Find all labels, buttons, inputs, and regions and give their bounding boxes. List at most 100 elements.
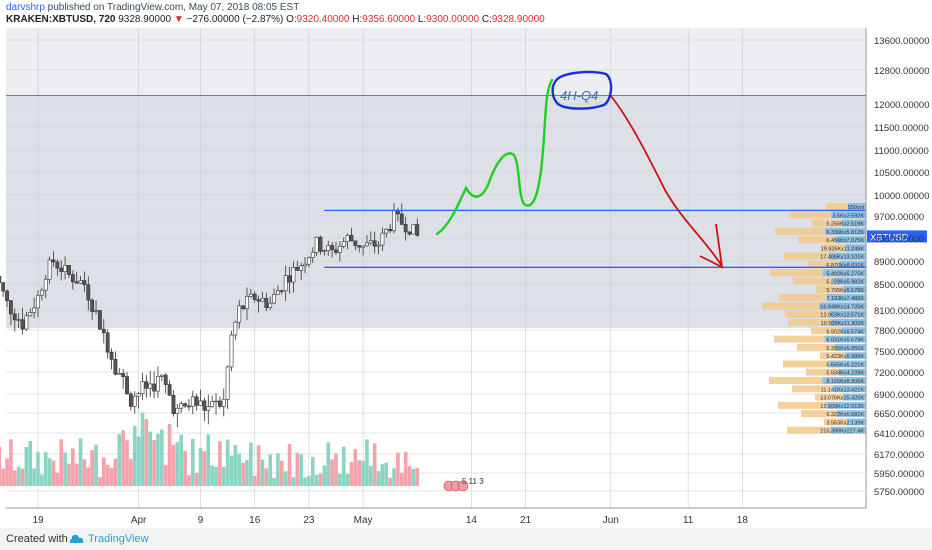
- volume-profile-label: 17.406Kx13.101K: [820, 255, 864, 261]
- candle-body: [113, 359, 118, 375]
- ohlc-line: KRAKEN:XBTUSD, 720 9328.90000 ▼ −276.000…: [6, 14, 545, 25]
- down-arrow-icon: ▼: [173, 14, 184, 25]
- volume-bar: [384, 462, 389, 486]
- candle-body: [283, 275, 288, 292]
- x-tick-label: Jun: [603, 515, 619, 526]
- candle-body: [167, 384, 172, 396]
- y-tick-label: 8900.00000: [874, 257, 924, 268]
- candle-body: [163, 374, 168, 385]
- volume-bar: [194, 472, 199, 486]
- candle-body: [12, 313, 17, 321]
- candle-body: [276, 290, 280, 295]
- events-label: 5 11 3: [462, 477, 484, 486]
- volume-profile-label: 10.509Kx11.302K: [821, 321, 865, 327]
- author-link[interactable]: darvshrp: [6, 2, 45, 13]
- candle-body: [194, 396, 199, 406]
- price-range-shade: [6, 96, 866, 328]
- volume-bar: [12, 470, 17, 486]
- candle-body: [306, 257, 311, 265]
- volume-profile-label: 5.665Kx5.221K: [826, 362, 864, 368]
- red-arrow-path: [610, 95, 723, 267]
- tradingview-brand[interactable]: TradingView: [88, 533, 149, 545]
- volume-bar: [101, 457, 106, 486]
- volume-profile-bar-down: [845, 352, 866, 360]
- candle-body: [341, 241, 346, 247]
- volume-bar: [55, 472, 60, 486]
- volume-profile-label: 16.948Kx14.725K: [820, 304, 864, 310]
- candle-body: [322, 250, 327, 252]
- volume-bar: [187, 475, 191, 486]
- volume-bar: [67, 463, 71, 486]
- volume-bar: [167, 424, 172, 486]
- volume-profile-bar-down: [825, 227, 866, 235]
- candle-body: [206, 406, 211, 411]
- candle-body: [5, 290, 9, 301]
- volume-bar: [160, 429, 164, 486]
- y-tick-label: 6410.00000: [874, 429, 924, 440]
- volume-bar: [179, 434, 183, 486]
- volume-profile-bar-down: [841, 219, 866, 227]
- y-tick-label: 5750.00000: [874, 487, 924, 498]
- volume-profile-bar-down: [833, 277, 866, 285]
- volume-profile-bar-up: [775, 227, 826, 235]
- candle-body: [128, 393, 133, 407]
- candle-body: [245, 296, 249, 310]
- volume-bar: [399, 472, 404, 486]
- volume-bar: [372, 443, 377, 486]
- volume-bar: [318, 473, 323, 486]
- volume-profile-label: 19.926Kx11.249K: [821, 246, 865, 252]
- candle-body: [43, 278, 48, 291]
- volume-profile-bar-down: [830, 319, 866, 326]
- candle-body: [105, 332, 110, 353]
- close-value: 9328.90000: [491, 14, 545, 25]
- volume-profile-bar-down: [835, 236, 866, 244]
- candle-body: [384, 228, 389, 234]
- volume-bar: [361, 460, 365, 486]
- candle-body: [47, 259, 52, 280]
- y-tick-label: 12800.00000: [874, 66, 929, 77]
- last-price-tag: [867, 230, 927, 243]
- candle-body: [94, 310, 98, 312]
- y-tick-label: 9300.00000: [874, 234, 924, 245]
- volume-bar: [365, 439, 369, 486]
- candle-body: [0, 275, 2, 283]
- candle-body: [90, 299, 95, 312]
- y-tick-label: 6900.00000: [874, 390, 924, 401]
- candle-body: [16, 319, 21, 322]
- y-tick-label: 8100.00000: [874, 306, 924, 317]
- candle-body: [291, 267, 296, 283]
- volume-profile-bar-up: [784, 252, 830, 260]
- volume-profile-label: 5.705Kx5.578K: [826, 288, 864, 294]
- volume-bar: [214, 466, 218, 486]
- volume-profile-bar-down: [822, 269, 866, 277]
- volume-bar: [380, 464, 385, 486]
- candle-body: [144, 381, 149, 389]
- candle-body: [202, 400, 207, 411]
- candle-body: [388, 228, 393, 232]
- candle-body: [214, 400, 218, 403]
- y-tick-label: 6650.00000: [874, 409, 924, 420]
- volume-bar: [0, 446, 2, 486]
- volume-bar: [109, 467, 114, 486]
- x-tick-label: May: [354, 515, 373, 526]
- volume-profile-bar-up: [821, 244, 846, 252]
- volume-bar: [105, 464, 110, 486]
- volume-bar: [303, 477, 307, 486]
- volume-bar: [163, 465, 168, 486]
- volume-bar: [252, 475, 257, 486]
- volume-bar: [198, 448, 203, 486]
- volume-profile-label: 550vol: [848, 205, 864, 211]
- y-tick-label: 8500.00000: [874, 280, 924, 291]
- volume-profile-bar-up: [824, 418, 848, 426]
- volume-profile-bar-up: [798, 236, 836, 244]
- volume-bar: [129, 458, 133, 486]
- volume-profile-bar-down: [832, 385, 866, 393]
- candle-body: [396, 210, 400, 215]
- volume-bar: [51, 460, 56, 486]
- candle-body: [345, 234, 350, 242]
- volume-profile-label: 12.909Kx12.913K: [820, 404, 864, 410]
- volume-bar: [314, 474, 319, 486]
- y-tick-label: 5950.00000: [874, 469, 924, 480]
- last-price-tag-text: XBTUSD: [870, 232, 909, 243]
